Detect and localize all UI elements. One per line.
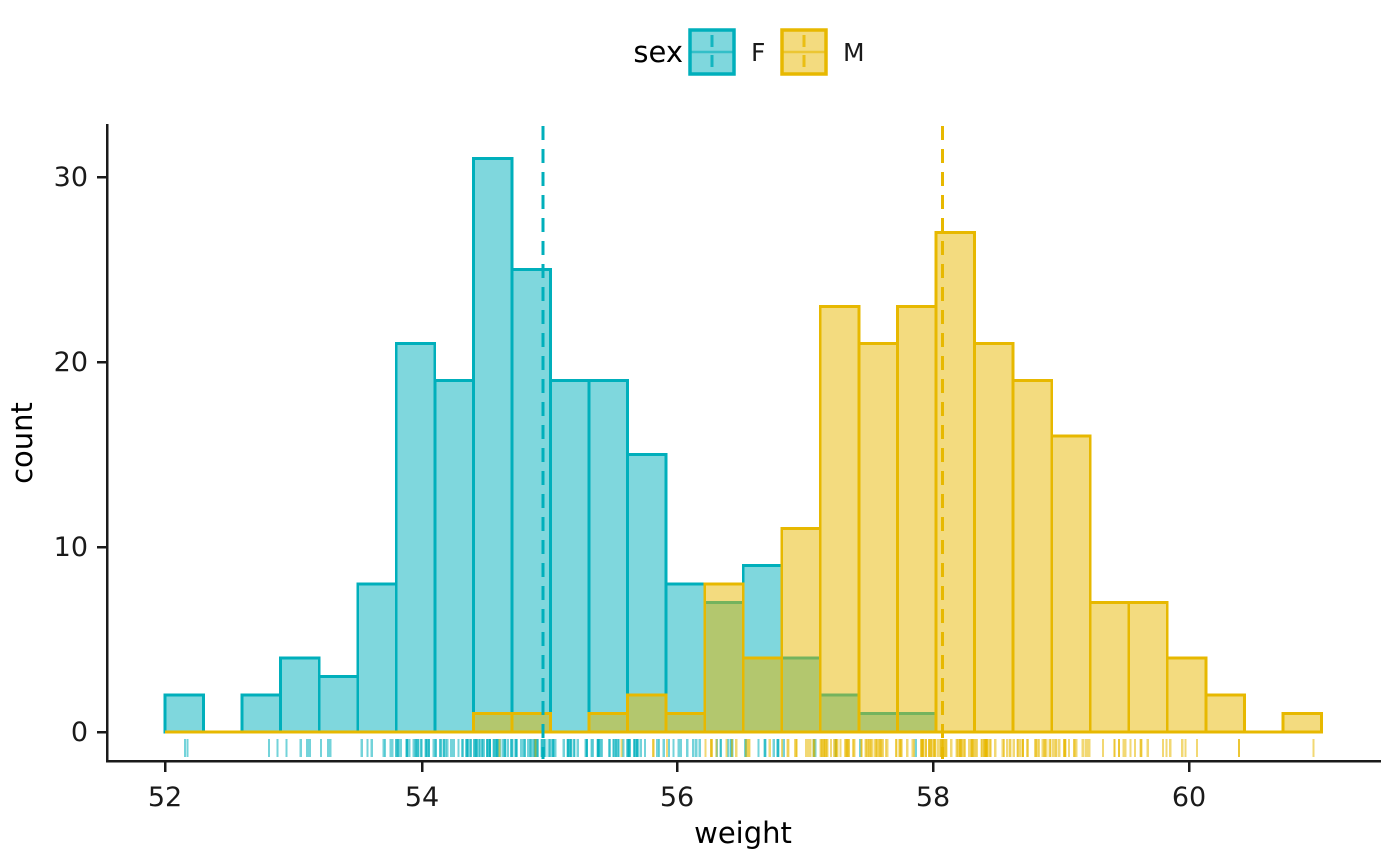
legend-label-m: M xyxy=(843,38,865,67)
legend-key-f: F xyxy=(688,28,765,76)
histogram-bar-f xyxy=(549,379,591,734)
legend-label-f: F xyxy=(751,38,765,67)
legend-title: sex xyxy=(633,35,683,69)
y-tick-label: 20 xyxy=(54,347,88,378)
m-histogram-bars xyxy=(165,231,1323,734)
axes: 52 54 56 58 60 0 10 20 30 weight count xyxy=(5,124,1381,850)
histogram-bar-m xyxy=(587,712,629,734)
x-tick-label: 60 xyxy=(1172,782,1206,813)
histogram-bar-f xyxy=(279,656,321,734)
x-tick-label: 58 xyxy=(916,782,950,813)
histogram-bar-m xyxy=(1127,601,1169,734)
histogram-bar-f xyxy=(587,379,629,734)
rug-marks xyxy=(183,739,1315,757)
y-tick-label: 10 xyxy=(54,532,88,563)
y-tick-label: 30 xyxy=(54,162,88,193)
histogram-bar-m xyxy=(510,712,552,734)
histogram-bar-f xyxy=(356,582,398,734)
y-axis-title: count xyxy=(5,402,39,484)
histogram-bar-m xyxy=(1011,379,1054,734)
histogram-bar-f xyxy=(510,268,552,734)
histogram-bar-m xyxy=(780,527,822,734)
legend-key-m: M xyxy=(780,28,865,76)
x-tick-label: 52 xyxy=(148,782,182,813)
histogram-bar-m xyxy=(741,656,784,734)
histogram-bar-f xyxy=(163,693,205,734)
histogram-bar-m xyxy=(1050,434,1092,734)
histogram-bar-f xyxy=(394,342,437,734)
histogram-bar-m xyxy=(857,342,899,734)
histogram-bar-m xyxy=(1204,693,1246,734)
histogram-bar-m xyxy=(664,712,707,734)
x-tick-label: 54 xyxy=(405,782,439,813)
y-tick-label: 0 xyxy=(71,717,88,748)
histogram-bar-m xyxy=(896,305,938,734)
x-tick-label: 56 xyxy=(660,782,694,813)
histogram-bar-m xyxy=(1088,601,1131,734)
x-tick-marks xyxy=(163,762,1191,772)
histogram-bar-f xyxy=(471,157,514,734)
histogram-bar-m xyxy=(973,342,1015,734)
histogram-bar-m xyxy=(1165,656,1208,734)
y-tick-marks xyxy=(97,175,107,734)
mean-lines xyxy=(541,126,944,759)
histogram-bar-f xyxy=(664,582,707,734)
histogram-bar-f xyxy=(317,675,360,734)
x-axis-title: weight xyxy=(694,816,792,850)
histogram-bar-m xyxy=(703,582,745,734)
legend: sex F M xyxy=(633,28,865,76)
histogram-bar-m xyxy=(471,712,514,734)
histogram-bar-f xyxy=(240,693,283,734)
histogram-bar-m xyxy=(626,693,668,734)
histogram-bar-m xyxy=(1281,712,1323,734)
histogram-bar-f xyxy=(626,453,668,734)
histogram-bar-f xyxy=(433,379,475,734)
histogram-bar-m xyxy=(818,305,861,734)
